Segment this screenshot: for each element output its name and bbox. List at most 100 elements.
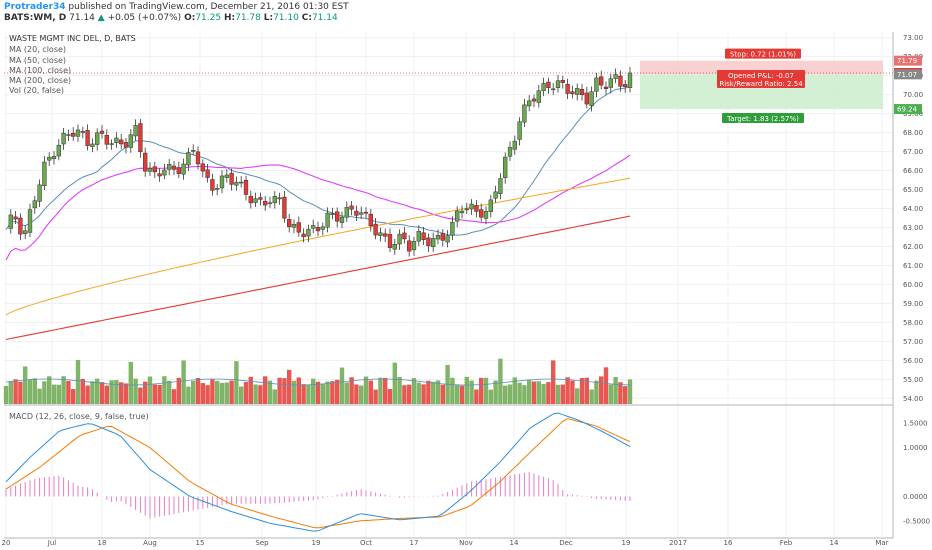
candle-body bbox=[392, 244, 397, 250]
candle-body bbox=[66, 134, 71, 136]
volume-bar bbox=[599, 376, 604, 404]
candle-body bbox=[80, 131, 85, 133]
volume-bar bbox=[378, 377, 383, 404]
volume-bar bbox=[224, 382, 229, 404]
y-tick-label: 54.00 bbox=[903, 395, 923, 403]
volume-bar bbox=[200, 383, 205, 404]
candle-body bbox=[215, 188, 220, 190]
symbol-label: BATS:WM, D bbox=[4, 13, 67, 23]
publish-line: Protrader34 published on TradingView.com… bbox=[4, 2, 349, 12]
volume-bar bbox=[469, 380, 474, 404]
volume-bar bbox=[527, 380, 532, 404]
volume-bar bbox=[90, 381, 95, 404]
volume-bar bbox=[42, 381, 47, 404]
candle-body bbox=[306, 228, 311, 237]
open-value: 71.25 bbox=[195, 13, 222, 23]
candle-body bbox=[315, 227, 321, 232]
candle-body bbox=[296, 222, 301, 233]
volume-bar bbox=[75, 359, 81, 404]
y-tick-label: 61.00 bbox=[903, 262, 923, 270]
y-tick-label: 59.00 bbox=[903, 300, 923, 308]
y-tick-label: 63.00 bbox=[903, 224, 923, 232]
volume-bar bbox=[13, 379, 18, 404]
macd-line bbox=[5, 412, 631, 532]
volume-bar bbox=[85, 385, 90, 404]
candle-body bbox=[339, 216, 345, 223]
y-tick-label: 65.00 bbox=[903, 186, 923, 194]
volume-bar bbox=[330, 381, 335, 404]
legend-vol[interactable]: Vol (20, false) bbox=[9, 86, 65, 95]
candles bbox=[8, 67, 633, 257]
candle-body bbox=[474, 205, 479, 212]
volume-bar bbox=[3, 386, 9, 404]
chart-header: Protrader34 published on TradingView.com… bbox=[0, 0, 932, 24]
volume-bar bbox=[119, 382, 124, 404]
candle-body bbox=[335, 211, 340, 222]
candle-body bbox=[143, 152, 148, 172]
legend-macd[interactable]: MACD (12, 26, close, 9, false, true) bbox=[9, 412, 149, 421]
volume-bar bbox=[287, 369, 292, 404]
candle-body bbox=[71, 132, 76, 137]
price-chart[interactable]: 20 Jul 18 Aug 15 Sep 19 Oct 17 Nov 14 Dec 19 2017 16 Fe… bbox=[0, 24, 932, 550]
volume-bar bbox=[354, 384, 359, 404]
macd-tick-label: 1.5000 bbox=[903, 420, 928, 428]
legend-ma20[interactable]: MA (20, close) bbox=[9, 45, 67, 54]
stop-zone bbox=[640, 60, 883, 75]
legend-ma200[interactable]: MA (200, close) bbox=[9, 76, 72, 85]
volume-bar bbox=[339, 367, 345, 404]
candle-body bbox=[522, 104, 527, 123]
pnl-label-text: Opened P&L: -0.07 bbox=[728, 72, 794, 80]
volume-bar bbox=[373, 389, 378, 404]
x-tick-label: 17 bbox=[410, 539, 419, 547]
candle-body bbox=[85, 130, 90, 146]
stop-label-text: Stop: 0.72 (1.01%) bbox=[730, 51, 796, 59]
candle-body bbox=[157, 173, 162, 177]
author-link[interactable]: Protrader34 bbox=[4, 2, 66, 12]
candle-body bbox=[603, 86, 609, 90]
candle-body bbox=[594, 77, 599, 92]
volume-bar bbox=[411, 378, 417, 404]
candle-body bbox=[200, 163, 205, 172]
candle-body bbox=[56, 144, 61, 157]
candle-body bbox=[387, 234, 393, 248]
volume-bar bbox=[267, 380, 273, 404]
y-tick-label: 62.00 bbox=[903, 243, 923, 251]
candle-body bbox=[488, 199, 493, 212]
volume-bar bbox=[383, 377, 388, 404]
volume-bar bbox=[565, 377, 570, 404]
volume-bar bbox=[37, 388, 42, 404]
stop-label-bg bbox=[725, 48, 801, 59]
volume-bar bbox=[402, 385, 407, 404]
price-tag-bg bbox=[894, 104, 922, 115]
x-tick-label: 14 bbox=[510, 539, 519, 547]
candle-body bbox=[527, 100, 532, 107]
candle-body bbox=[263, 201, 268, 206]
target-label-text: Target: 1.83 (2.57%) bbox=[726, 115, 799, 123]
trade-labels: Stop: 0.72 (1.01%) Opened P&L: -0.07Risk/… bbox=[717, 48, 805, 124]
volume-bar bbox=[426, 380, 431, 404]
volume-bar bbox=[344, 382, 349, 404]
legend-ma100[interactable]: MA (100, close) bbox=[9, 66, 72, 75]
volume-bar bbox=[296, 377, 301, 404]
candle-body bbox=[61, 132, 66, 145]
legend-ma50[interactable]: MA (50, close) bbox=[9, 56, 67, 65]
candle-body bbox=[359, 212, 364, 215]
volume-bar bbox=[575, 388, 580, 404]
candle-body bbox=[479, 209, 484, 218]
candle-body bbox=[51, 156, 57, 160]
ma200-line bbox=[5, 215, 631, 341]
volume-bar bbox=[301, 384, 306, 404]
candle-body bbox=[618, 75, 623, 87]
volume-bar bbox=[392, 362, 397, 404]
ma100-line bbox=[5, 177, 631, 316]
volume-bar bbox=[133, 378, 138, 404]
candle-body bbox=[349, 205, 354, 210]
pnl-label-bg bbox=[717, 69, 805, 88]
pnl-label-text: Risk/Reward Ratio: 2.54 bbox=[719, 80, 803, 88]
price-tag-bg bbox=[894, 69, 922, 80]
candle-body bbox=[258, 197, 263, 200]
candle-body bbox=[109, 143, 114, 145]
candle-body bbox=[181, 163, 186, 175]
close-value: 71.14 bbox=[311, 13, 338, 23]
candle-body bbox=[344, 207, 349, 218]
